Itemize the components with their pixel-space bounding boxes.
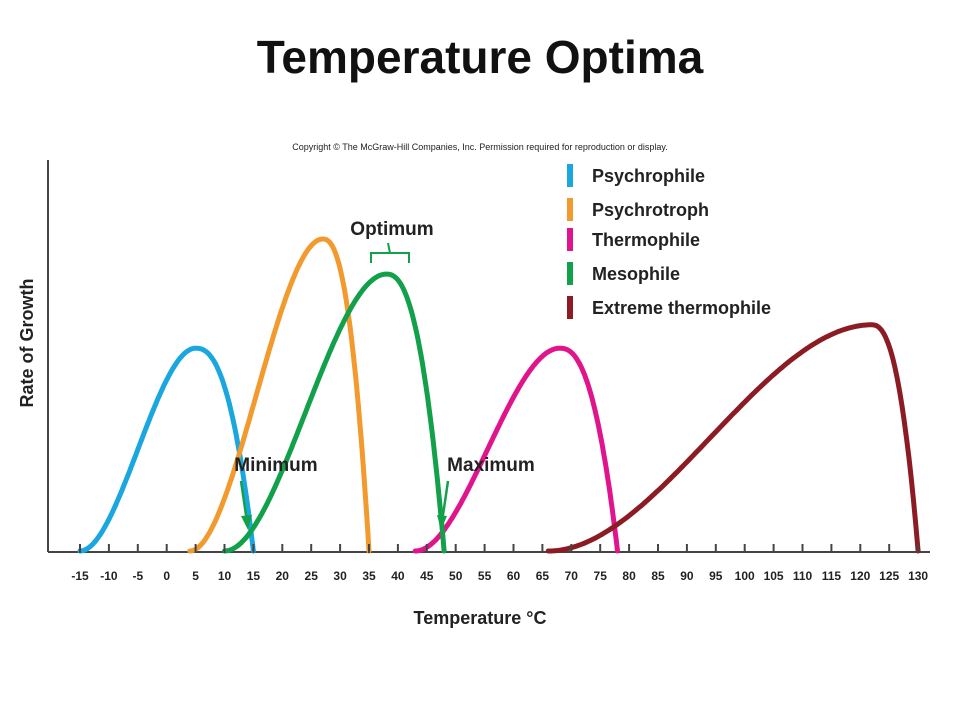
mesophile-legend-swatch bbox=[567, 262, 573, 285]
x-tick-label: 35 bbox=[362, 569, 376, 583]
chart-title: Temperature Optima bbox=[256, 31, 704, 83]
minimum-annotation: Minimum bbox=[234, 455, 317, 476]
x-tick-label: 45 bbox=[420, 569, 434, 583]
x-tick-label: 60 bbox=[507, 569, 521, 583]
x-tick-label: 120 bbox=[850, 569, 870, 583]
maximum-arrow-line bbox=[440, 480, 450, 523]
x-tick-label: 65 bbox=[536, 569, 550, 583]
x-tick-label: 125 bbox=[879, 569, 899, 583]
mesophile-curve bbox=[222, 271, 447, 554]
x-tick-label: 70 bbox=[565, 569, 579, 583]
x-tick-label: 95 bbox=[709, 569, 723, 583]
x-tick-label: 90 bbox=[680, 569, 694, 583]
x-tick-label: 130 bbox=[908, 569, 928, 583]
extreme-thermophile-legend-label: Extreme thermophile bbox=[592, 298, 771, 318]
curves-group bbox=[77, 236, 921, 554]
psychrotroph-curve bbox=[187, 236, 372, 554]
x-tick-label: -15 bbox=[71, 569, 89, 583]
x-tick-label: 10 bbox=[218, 569, 232, 583]
x-tick-label: 80 bbox=[622, 569, 636, 583]
copyright-notice: Copyright © The McGraw-Hill Companies, I… bbox=[292, 142, 668, 152]
thermophile-curve bbox=[412, 345, 620, 554]
optimum-bracket bbox=[370, 252, 410, 263]
x-tick-label: 15 bbox=[247, 569, 261, 583]
minimum-arrow-head bbox=[241, 515, 252, 530]
psychrophile-legend-swatch bbox=[567, 164, 573, 187]
x-tick-label: 110 bbox=[793, 569, 813, 583]
annotations-group: Optimum Minimum Maximum bbox=[234, 219, 535, 530]
x-tick-label: -10 bbox=[100, 569, 118, 583]
ticks-group: -15 -10 -5 0 5 10 15 20 25 30 35 40 45 50 55 60 65 70 75 80… bbox=[71, 544, 928, 583]
x-tick-label: 25 bbox=[305, 569, 319, 583]
x-tick-label: 30 bbox=[333, 569, 347, 583]
x-tick-label: 50 bbox=[449, 569, 463, 583]
x-axis-title: Temperature °C bbox=[414, 608, 547, 628]
x-tick-label: 105 bbox=[764, 569, 784, 583]
x-tick-label: 75 bbox=[594, 569, 608, 583]
x-tick-label: 115 bbox=[822, 569, 842, 583]
legend: Psychrophile Psychrotroph Thermophile Mesop… bbox=[567, 164, 771, 319]
x-tick-label: 0 bbox=[163, 569, 170, 583]
minimum-arrow-line bbox=[239, 480, 249, 523]
optimum-annotation: Optimum bbox=[350, 219, 433, 240]
x-tick-label: 100 bbox=[735, 569, 755, 583]
x-tick-label: 55 bbox=[478, 569, 492, 583]
psychrophile-curve bbox=[77, 345, 256, 554]
x-tick-label: 5 bbox=[192, 569, 199, 583]
psychrotroph-legend-label: Psychrotroph bbox=[592, 200, 709, 220]
y-axis-title: Rate of Growth bbox=[17, 279, 37, 408]
mesophile-legend-label: Mesophile bbox=[592, 264, 680, 284]
optimum-connector bbox=[387, 242, 391, 254]
thermophile-legend-label: Thermophile bbox=[592, 230, 700, 250]
x-tick-label: 85 bbox=[651, 569, 665, 583]
extreme-thermophile-legend-swatch bbox=[567, 296, 573, 319]
x-tick-label: 40 bbox=[391, 569, 405, 583]
x-tick-label: 20 bbox=[276, 569, 290, 583]
maximum-arrow-head bbox=[437, 515, 447, 530]
x-tick-label: -5 bbox=[132, 569, 143, 583]
extreme-thermophile-curve bbox=[545, 322, 921, 554]
psychrotroph-legend-swatch bbox=[567, 198, 573, 221]
thermophile-legend-swatch bbox=[567, 228, 573, 251]
maximum-annotation: Maximum bbox=[447, 455, 535, 476]
psychrophile-legend-label: Psychrophile bbox=[592, 166, 705, 186]
